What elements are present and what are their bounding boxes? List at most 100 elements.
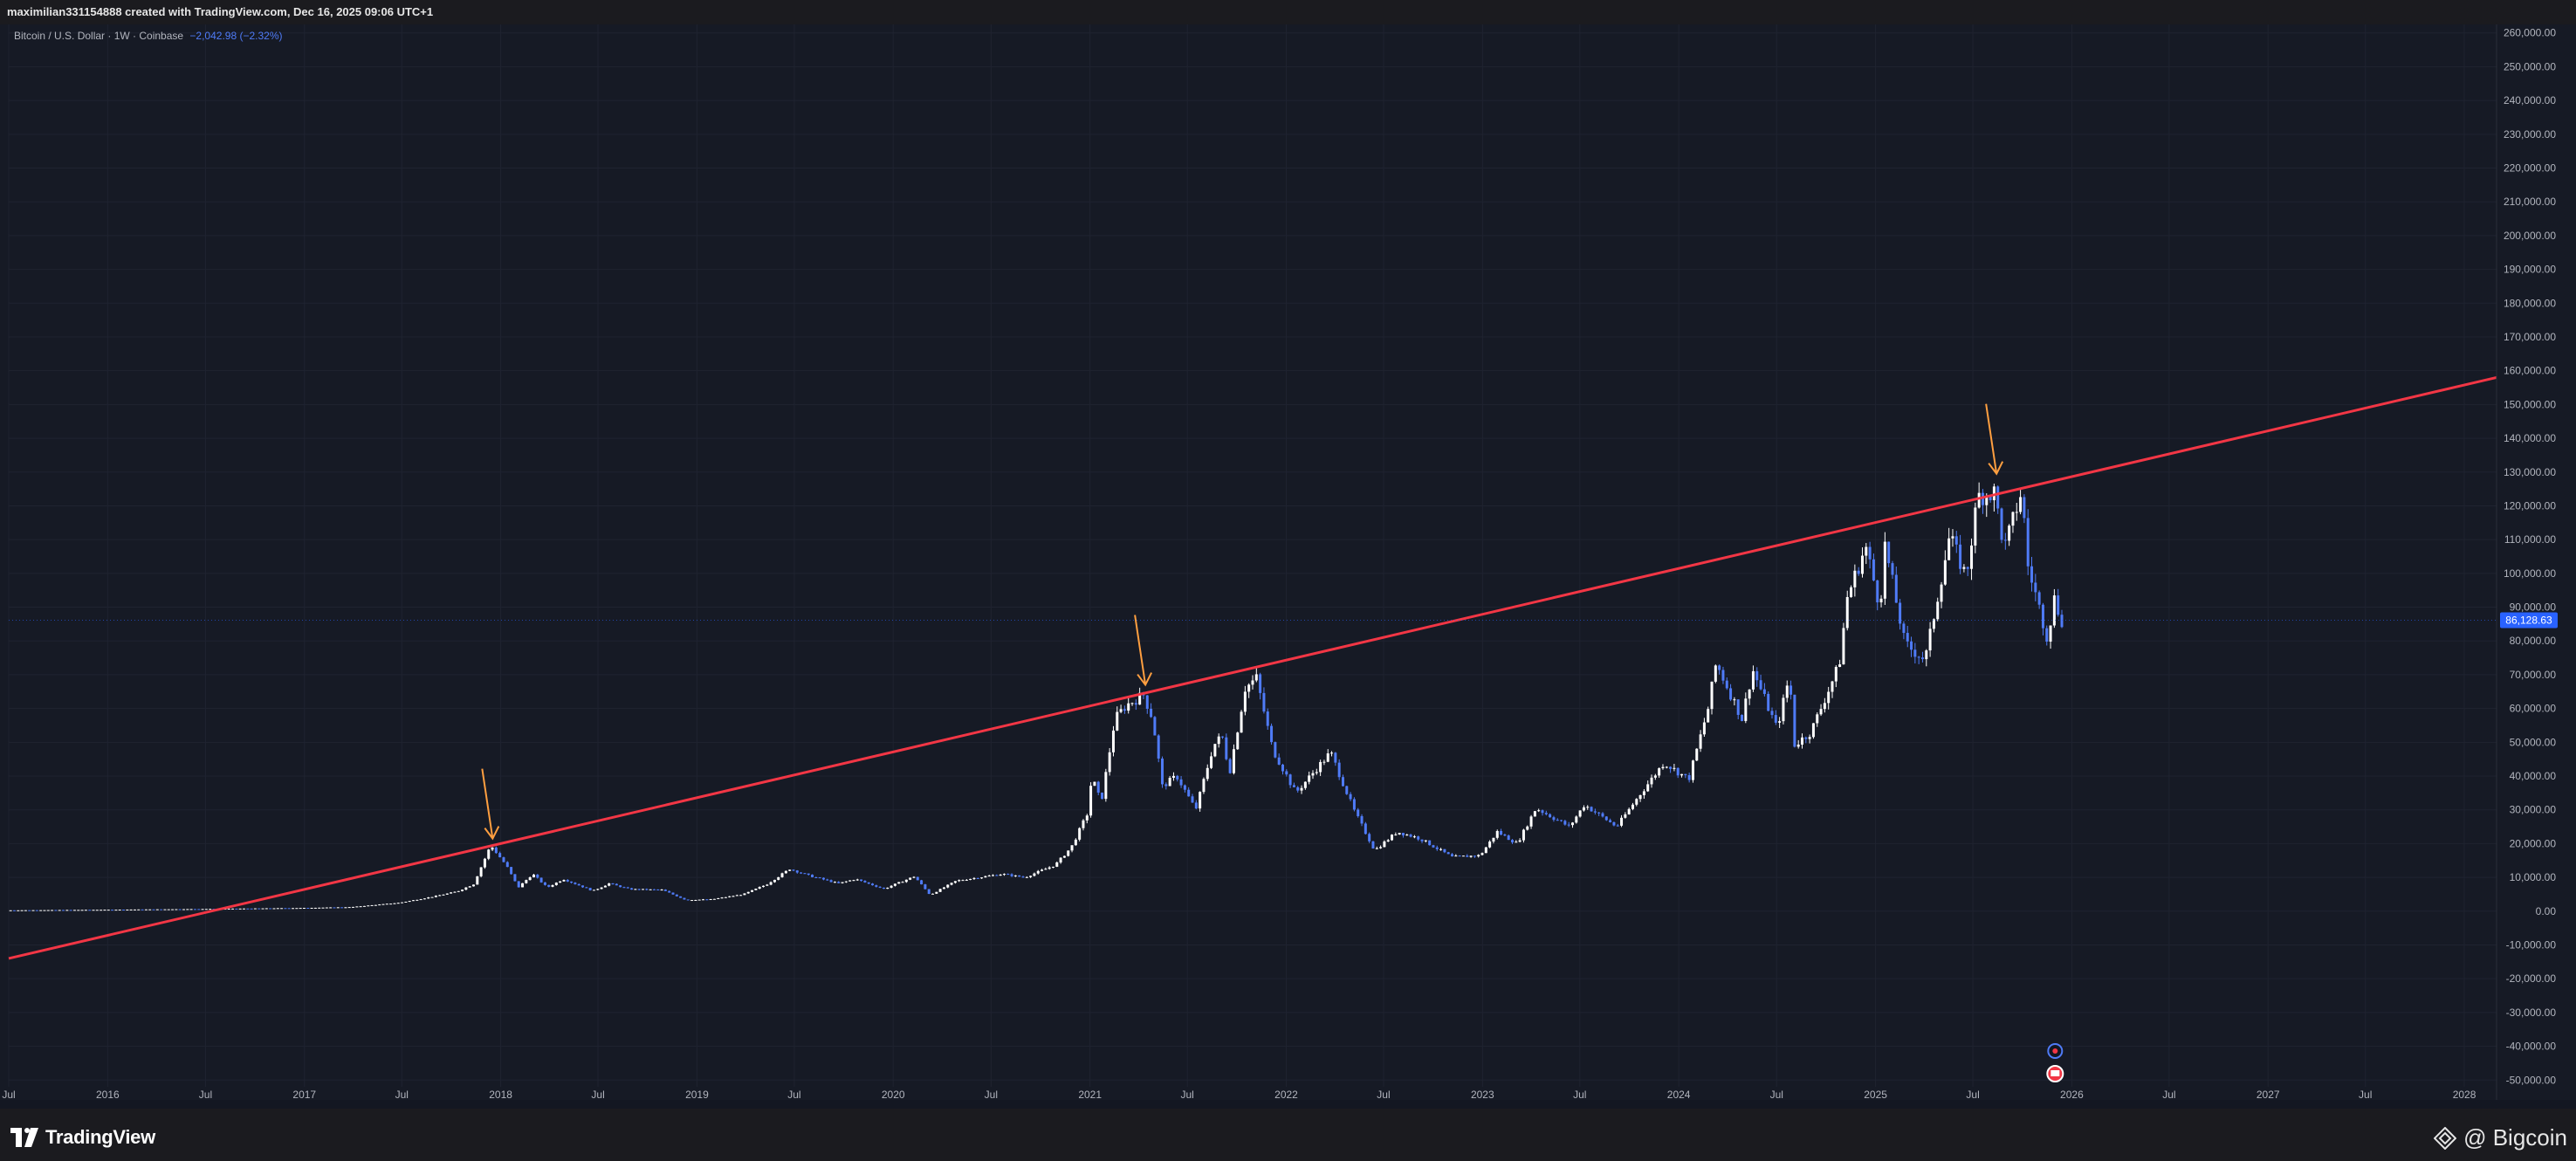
candle-body [2034, 582, 2037, 593]
candle-body [393, 903, 396, 904]
candle-body [1116, 711, 1119, 731]
candle-body [1876, 580, 1879, 603]
price-tick-label: 90,000.00 [2510, 601, 2557, 614]
candle-body [1834, 666, 1838, 682]
candle-body [909, 877, 912, 880]
symbol-legend[interactable]: Bitcoin / U.S. Dollar · 1W · Coinbase −2… [14, 30, 282, 42]
candle-body [1992, 486, 1996, 501]
candle-body [709, 899, 712, 901]
candle-body [942, 887, 945, 890]
price-tick-label: 100,000.00 [2504, 567, 2556, 580]
candle-body [683, 897, 686, 900]
candle-body [777, 876, 780, 880]
candle-body [1778, 721, 1782, 723]
candle-body [852, 880, 855, 882]
candle-body [359, 906, 362, 908]
candle-body [1590, 807, 1593, 812]
candle-body [1770, 711, 1774, 716]
candle-body [1360, 815, 1364, 824]
price-tick-label: 180,000.00 [2504, 297, 2556, 309]
candle-body [1661, 766, 1665, 769]
last-price-tag: 86,128.63 [2500, 612, 2558, 629]
chart-area[interactable] [0, 24, 2576, 1100]
candle-body [1386, 840, 1390, 842]
time-tick-label: 2017 [292, 1089, 316, 1101]
candle-body [276, 908, 279, 910]
candle-body [1424, 840, 1427, 842]
candle-body [630, 888, 634, 890]
candle-body [1138, 692, 1142, 705]
candle-body [1492, 837, 1495, 842]
candle-body [2049, 625, 2052, 642]
candle-body [1123, 709, 1126, 711]
candle-body [1021, 876, 1025, 878]
candle-body [31, 910, 35, 911]
candle-body [671, 892, 675, 895]
candle-body [1093, 781, 1096, 787]
candle-body [1096, 781, 1100, 793]
candle-body [340, 907, 344, 909]
candle-body [878, 886, 882, 888]
candle-body [1985, 496, 1989, 505]
candle-body [554, 883, 558, 885]
candle-body [803, 873, 807, 875]
candle-body [1199, 792, 1202, 809]
candle-body [720, 897, 724, 899]
candle-body [1070, 845, 1074, 851]
candle-body [427, 897, 430, 899]
candle-body [2037, 592, 2041, 605]
candle-body [1461, 855, 1465, 857]
candle-body [258, 908, 261, 910]
candle-body [1635, 799, 1638, 805]
price-tick-label: 120,000.00 [2504, 499, 2556, 512]
candle-body [2011, 512, 2015, 526]
candle-body [321, 907, 325, 909]
candle-body [795, 870, 799, 873]
candle-body [193, 909, 196, 910]
candle-body [292, 908, 295, 910]
candle-body [1789, 685, 1793, 695]
candle-body [12, 910, 16, 911]
candle-body [204, 909, 208, 910]
price-chart[interactable]: 260,000.00 250,000.00 240,000.00 230,000.00… [0, 0, 2576, 1109]
candle-body [2057, 595, 2060, 615]
candle-body [882, 887, 885, 890]
candle-body [1891, 563, 1894, 575]
candle-body [1277, 757, 1281, 765]
candle-body [1996, 486, 2000, 509]
candle-body [494, 847, 498, 854]
candle-body [1108, 752, 1111, 773]
time-tick-label: Jul [2359, 1089, 2372, 1101]
candle-body [1010, 874, 1013, 876]
candle-body [1315, 772, 1318, 773]
candle-body [201, 909, 204, 910]
candle-body [17, 910, 20, 911]
candle-body [976, 877, 979, 879]
candle-body [1906, 633, 1909, 642]
time-tick-label: 2023 [1471, 1089, 1494, 1101]
candle-body [1055, 862, 1059, 867]
candle-body [1171, 775, 1175, 779]
candle-body [238, 908, 242, 910]
tradingview-logo[interactable]: TradingView [10, 1124, 155, 1151]
candle-body [712, 898, 716, 900]
candle-body [46, 910, 50, 911]
candle-body [1101, 792, 1104, 800]
candle-body [1217, 736, 1220, 745]
candle-body [792, 869, 795, 871]
candle-body [961, 880, 965, 882]
candle-body [1850, 587, 1853, 597]
candle-body [1879, 598, 1883, 603]
candle-body [705, 899, 709, 901]
candle-body [1176, 775, 1179, 780]
candle-body [1495, 831, 1499, 838]
candle-body [1575, 816, 1578, 823]
candle-body [1669, 766, 1673, 769]
candle-body [920, 880, 924, 885]
candle-body [1865, 546, 1868, 556]
candle-body [264, 908, 268, 910]
candle-body [1718, 665, 1721, 670]
candle-body [668, 890, 671, 893]
candle-body [1285, 771, 1288, 775]
candle-body [690, 900, 694, 902]
